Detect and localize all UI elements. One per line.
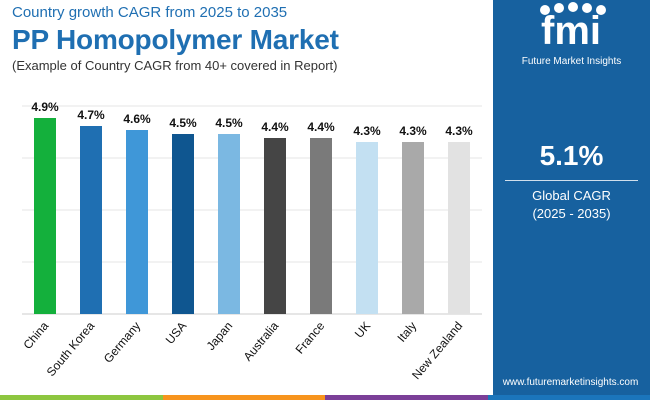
bar-italy <box>402 142 424 314</box>
global-cagr-value: 5.1% <box>539 140 604 171</box>
bar-uk <box>356 142 378 314</box>
global-cagr-label: Global CAGR <box>532 188 611 203</box>
data-label: 4.4% <box>261 120 289 134</box>
x-tick-label: South Korea <box>44 319 98 379</box>
data-label: 4.5% <box>169 116 197 130</box>
x-tick-label: USA <box>163 319 190 347</box>
chart-subtitle: Country growth CAGR from 2025 to 2035 <box>12 4 288 21</box>
data-label: 4.5% <box>215 116 243 130</box>
data-label: 4.3% <box>353 124 381 138</box>
footer-segment <box>162 395 325 400</box>
bar-usa <box>172 134 194 314</box>
x-tick-label: France <box>293 319 328 357</box>
footer-segment <box>487 395 650 400</box>
x-tick-label: Italy <box>394 319 419 345</box>
website-link[interactable]: www.futuremarketinsights.com <box>502 377 639 388</box>
bar-germany <box>126 130 148 314</box>
data-label: 4.9% <box>31 100 59 114</box>
data-label: 4.3% <box>445 124 473 138</box>
global-cagr-period: (2025 - 2035) <box>532 206 611 221</box>
x-tick-label: Germany <box>101 319 143 366</box>
x-tick-label: Japan <box>204 319 236 353</box>
logo-dot-4 <box>582 3 592 13</box>
bar-china <box>34 118 56 314</box>
data-label: 4.7% <box>77 108 105 122</box>
bar-france <box>310 138 332 314</box>
data-label: 4.3% <box>399 124 427 138</box>
bar-australia <box>264 138 286 314</box>
logo-dot-1 <box>540 5 550 15</box>
x-tick-label: UK <box>352 319 373 341</box>
bar-japan <box>218 134 240 314</box>
fmi-logo: fmi <box>540 2 606 53</box>
stat-divider <box>505 180 638 181</box>
chart-caption: (Example of Country CAGR from 40+ covere… <box>12 58 338 73</box>
bar-south-korea <box>80 126 102 314</box>
chart-title: PP Homopolymer Market <box>12 24 339 55</box>
bar-new-zealand <box>448 142 470 314</box>
brand-name: Future Market Insights <box>521 56 622 67</box>
footer-segment <box>0 395 163 400</box>
x-tick-label: Australia <box>241 319 282 364</box>
logo-dot-3 <box>568 2 578 12</box>
x-tick-label: China <box>20 319 51 352</box>
footer-segment <box>325 395 488 400</box>
data-label: 4.4% <box>307 120 335 134</box>
logo-dot-5 <box>596 5 606 15</box>
summary-panel: fmi <box>493 0 650 400</box>
bar-chart: 4.9% China 4.7% South Korea 4.6% Germany 4.5% U… <box>20 100 482 382</box>
fmi-logo-text: fmi <box>541 9 601 53</box>
logo-dot-2 <box>554 3 564 13</box>
data-label: 4.6% <box>123 112 151 126</box>
